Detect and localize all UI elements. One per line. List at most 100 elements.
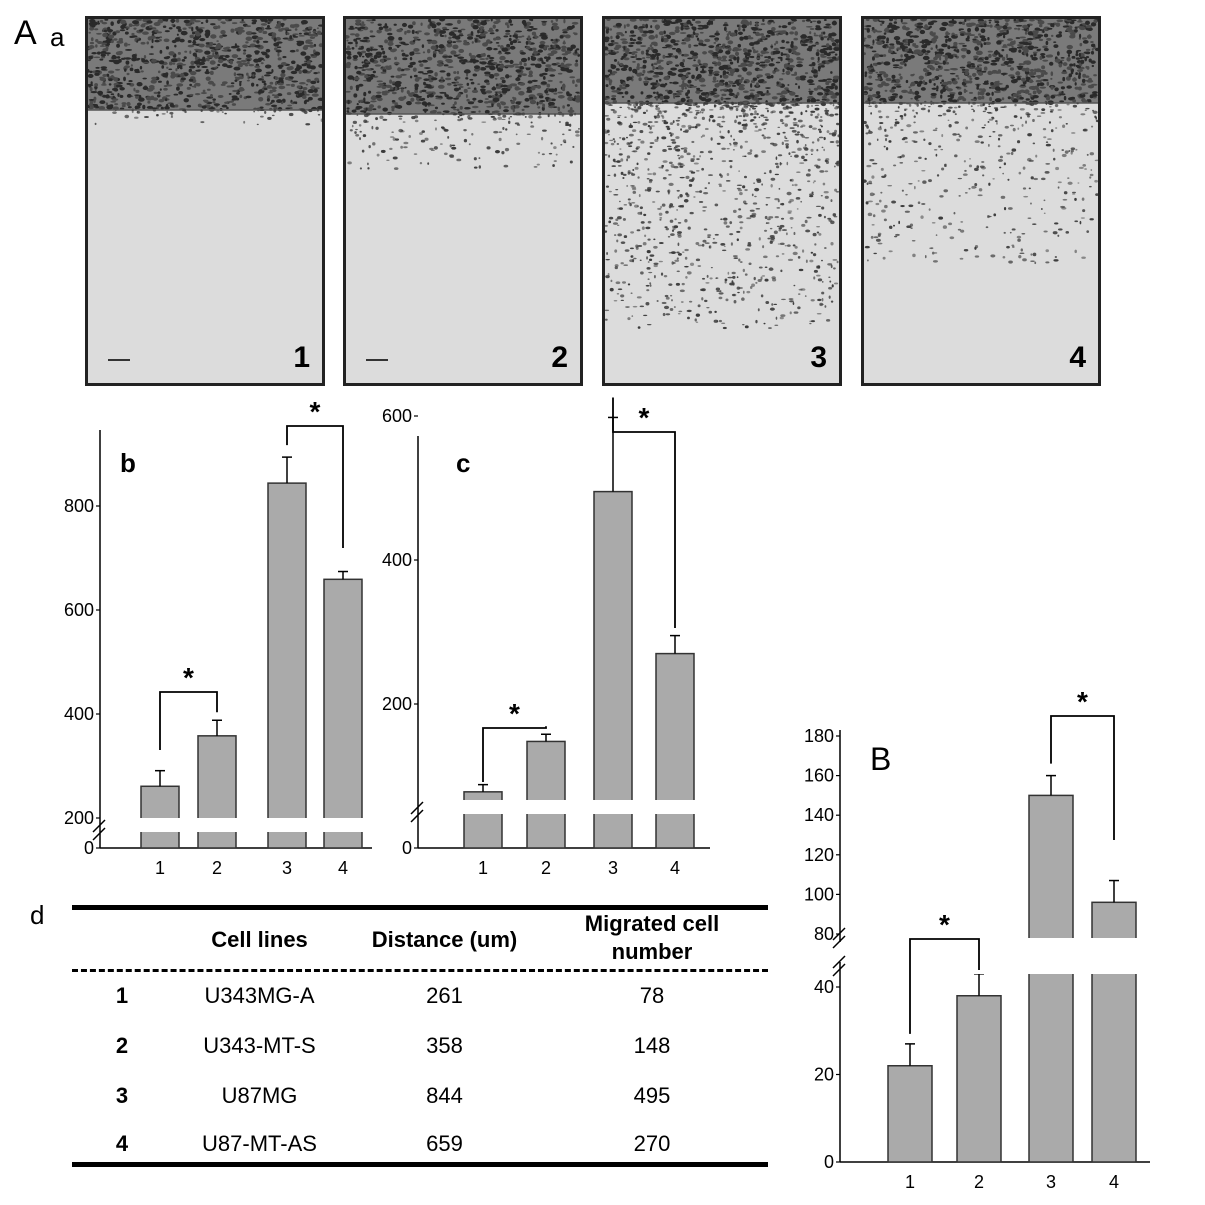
confluent-cell: [430, 23, 434, 26]
confluent-cell: [177, 28, 182, 32]
confluent-cell: [477, 83, 481, 86]
confluent-cell: [605, 84, 609, 88]
migrated-cell: [639, 259, 642, 261]
confluent-cell: [816, 49, 820, 53]
migrated-cell: [829, 141, 835, 143]
confluent-cell: [700, 97, 707, 102]
confluent-cell: [948, 80, 952, 85]
migrated-cell: [620, 294, 625, 298]
confluent-cell: [90, 90, 98, 94]
confluent-cell: [300, 19, 308, 25]
confluent-cell: [365, 107, 368, 111]
confluent-cell: [690, 23, 694, 26]
migrated-cell: [761, 183, 764, 186]
migrated-cell: [684, 130, 689, 133]
confluent-cell: [656, 91, 659, 95]
confluent-cell: [159, 49, 163, 54]
migrated-cell: [732, 275, 736, 279]
confluent-cell: [626, 23, 630, 27]
confluent-cell: [1027, 93, 1032, 96]
migrated-cell: [939, 195, 944, 198]
migrated-cell: [729, 282, 734, 286]
migrated-cell: [605, 318, 608, 321]
confluent-cell: [1050, 85, 1054, 90]
confluent-cell: [919, 41, 924, 43]
migrated-cell: [620, 171, 624, 176]
confluent-cell: [267, 19, 274, 22]
migrated-cell: [144, 115, 149, 119]
confluent-cell: [1079, 42, 1083, 47]
confluent-cell: [875, 30, 883, 33]
confluent-cell: [202, 89, 206, 93]
confluent-cell: [89, 26, 95, 31]
confluent-cell: [1006, 43, 1013, 47]
migrated-cell: [674, 259, 680, 262]
migrated-cell: [747, 151, 752, 155]
migrated-cell: [807, 168, 811, 172]
confluent-cell: [408, 92, 415, 97]
migrated-cell: [703, 228, 708, 231]
confluent-cell: [888, 46, 895, 50]
migrated-cell: [695, 123, 701, 127]
migrated-cell: [607, 174, 611, 176]
confluent-cell: [977, 91, 980, 96]
confluent-cell: [1040, 79, 1044, 81]
confluent-cell: [760, 33, 764, 36]
confluent-cell: [162, 25, 167, 28]
confluent-cell: [190, 60, 195, 66]
confluent-cell: [521, 35, 525, 38]
confluent-cell: [539, 57, 543, 62]
migrated-cell: [742, 200, 747, 204]
migrated-cell: [811, 191, 814, 194]
migrated-cell: [695, 110, 700, 112]
migrated-cell: [817, 278, 823, 282]
migrated-cell: [834, 107, 839, 110]
confluent-cell: [480, 21, 488, 26]
migrated-cell: [725, 101, 730, 105]
confluent-cell: [934, 77, 937, 81]
confluent-cell: [905, 56, 910, 61]
confluent-cell: [883, 61, 891, 66]
migrated-cell: [1022, 258, 1027, 262]
confluent-cell: [217, 63, 221, 67]
migrated-cell: [699, 190, 703, 194]
confluent-cell: [384, 57, 392, 61]
migrated-cell: [695, 113, 698, 116]
confluent-cell: [1050, 23, 1054, 27]
confluent-cell: [484, 98, 489, 100]
migrated-cell: [669, 122, 674, 125]
confluent-cell: [119, 94, 124, 99]
confluent-cell: [99, 19, 104, 23]
confluent-cell: [493, 37, 497, 41]
confluent-cell: [435, 97, 443, 100]
migrated-cell: [620, 241, 626, 245]
confluent-cell: [657, 93, 660, 99]
migrated-cell: [780, 242, 785, 246]
migrated-cell: [1009, 124, 1014, 127]
confluent-cell: [361, 55, 365, 58]
confluent-cell: [627, 100, 631, 103]
confluent-cell: [384, 23, 388, 28]
migrated-cell: [718, 292, 724, 295]
confluent-cell: [815, 51, 820, 57]
migrated-cell: [639, 206, 643, 210]
migrated-cell: [817, 113, 820, 117]
migrated-cell: [1054, 103, 1059, 108]
migrated-cell: [516, 142, 521, 145]
confluent-cell: [160, 106, 164, 110]
confluent-cell: [246, 79, 250, 82]
migrated-cell: [718, 184, 723, 187]
confluent-cell: [768, 19, 774, 23]
confluent-cell: [310, 80, 317, 85]
confluent-cell: [1023, 60, 1030, 65]
confluent-cell: [292, 33, 299, 36]
confluent-cell: [88, 98, 95, 101]
migrated-cell: [701, 243, 705, 247]
migrated-cell: [763, 128, 767, 130]
confluent-cell: [254, 50, 260, 54]
confluent-cell: [140, 70, 144, 73]
migrated-cell: [809, 195, 814, 198]
confluent-cell: [489, 59, 494, 62]
migrated-cell: [754, 154, 758, 158]
confluent-cell: [974, 76, 980, 80]
